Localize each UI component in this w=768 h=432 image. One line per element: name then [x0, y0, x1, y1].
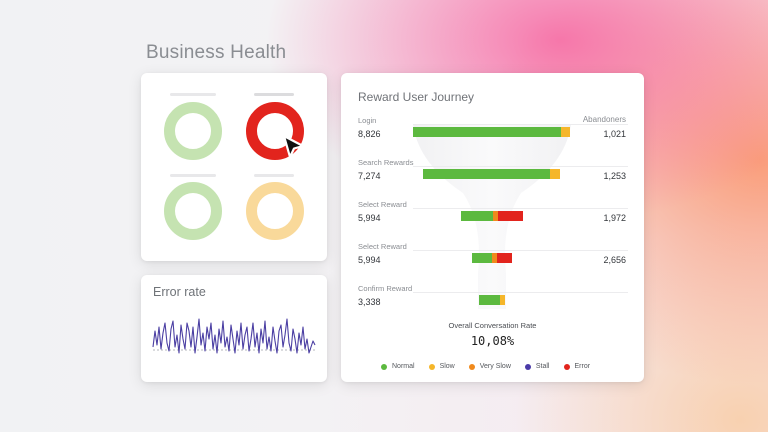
stage-divider	[413, 250, 628, 251]
stage-divider	[413, 124, 628, 125]
stage-abandoners: 1,021	[603, 129, 626, 139]
legend-item-normal: Normal	[381, 363, 415, 370]
stage-divider	[413, 292, 628, 293]
stage-divider	[413, 166, 628, 167]
health-rings-card[interactable]	[141, 73, 327, 261]
error-rate-title: Error rate	[153, 285, 206, 299]
legend-label: Very Slow	[479, 363, 511, 370]
stage-bar-select-reward[interactable]	[461, 211, 523, 221]
bar-segment-slow	[499, 295, 505, 305]
stage-abandoners: 2,656	[603, 255, 626, 265]
legend-item-very_slow: Very Slow	[468, 363, 511, 370]
bar-segment-normal	[423, 169, 551, 179]
stage-label: Select Reward	[358, 242, 407, 251]
stage-value: 5,994	[358, 255, 381, 265]
error-rate-sparkline	[152, 318, 316, 354]
stage-bar-login[interactable]	[413, 127, 570, 137]
legend-label: Error	[574, 363, 591, 370]
ring-label-placeholder	[170, 174, 216, 177]
stage-label: Login	[358, 116, 377, 125]
stage-bar-select-reward-2[interactable]	[472, 253, 512, 263]
legend-dot-icon	[468, 363, 475, 370]
legend-dot-icon	[428, 363, 435, 370]
ring-label-placeholder	[254, 174, 294, 177]
bar-segment-slow	[560, 127, 570, 137]
stage-value: 8,826	[358, 129, 381, 139]
legend-label: Stall	[535, 363, 550, 370]
legend-item-error: Error	[563, 363, 591, 370]
legend-label: Slow	[439, 363, 455, 370]
bar-segment-very_slow	[492, 253, 497, 263]
journey-title: Reward User Journey	[358, 90, 475, 104]
bar-segment-very_slow	[493, 211, 499, 221]
stage-value: 3,338	[358, 297, 381, 307]
page-title: Business Health	[146, 42, 287, 63]
legend-item-slow: Slow	[428, 363, 455, 370]
health-ring-3[interactable]	[164, 182, 222, 240]
legend-dot-icon	[563, 363, 570, 370]
legend-label: Normal	[392, 363, 415, 370]
health-ring-2[interactable]	[246, 102, 304, 160]
reward-journey-card[interactable]: Reward User Journey Abandoners Login 8,8…	[341, 73, 644, 382]
legend: Normal Slow Very Slow Stall Error	[381, 363, 590, 370]
stage-bar-search-rewards[interactable]	[423, 169, 560, 179]
bar-segment-normal	[413, 127, 561, 137]
bar-segment-slow	[550, 169, 560, 179]
error-rate-card[interactable]: Error rate	[141, 275, 327, 382]
bar-segment-error	[496, 253, 512, 263]
stage-label: Confirm Reward	[358, 284, 413, 293]
conversion-label: Overall Conversation Rate	[448, 321, 537, 330]
health-ring-4[interactable]	[246, 182, 304, 240]
stage-value: 7,274	[358, 171, 381, 181]
stage-abandoners: 1,253	[603, 171, 626, 181]
stage-label: Select Reward	[358, 200, 407, 209]
stage-divider	[413, 208, 628, 209]
stage-label: Search Rewards	[358, 158, 414, 167]
legend-dot-icon	[381, 363, 387, 370]
stage-bar-confirm-reward[interactable]	[479, 295, 505, 305]
legend-item-stall: Stall	[524, 363, 550, 370]
bar-segment-normal	[479, 295, 500, 305]
stage-abandoners: 1,972	[603, 213, 626, 223]
cursor-pointer-icon	[282, 134, 305, 159]
health-ring-1[interactable]	[164, 102, 222, 160]
abandoners-header: Abandoners	[582, 115, 626, 124]
bar-segment-normal	[461, 211, 494, 221]
bar-segment-error	[498, 211, 523, 221]
bar-segment-normal	[472, 253, 492, 263]
conversion-value: 10,08%	[470, 334, 515, 348]
ring-label-placeholder	[254, 93, 294, 96]
ring-label-placeholder	[170, 93, 216, 96]
stage-value: 5,994	[358, 213, 381, 223]
legend-dot-icon	[524, 363, 531, 370]
